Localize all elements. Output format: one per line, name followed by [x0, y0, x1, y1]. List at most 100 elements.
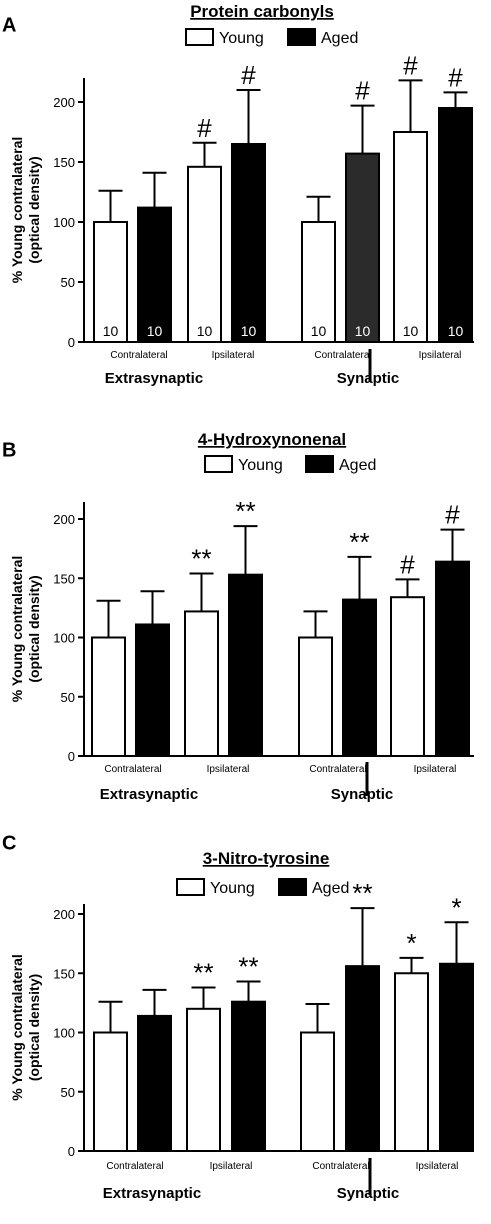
panel-a-ytick-label: 150 — [53, 155, 75, 170]
panel-a-sig-label: # — [355, 76, 370, 106]
panel-c-bar-synaptic-contralateral-young — [300, 1031, 335, 1152]
panel-c-sig-label: ** — [238, 952, 258, 982]
panel-a-title: Protein carbonyls — [190, 2, 334, 21]
panel-b-sig-label: ** — [191, 544, 211, 574]
panel-a-group-label: Synaptic — [337, 370, 400, 387]
panel-c-xtick-label: Ipsilateral — [416, 1161, 459, 1172]
panel-c-sig-label: ** — [193, 957, 213, 987]
panel-b-bar-extrasynaptic-contralateral-aged — [135, 623, 170, 758]
panel-c-xtick-label: Contralateral — [106, 1161, 163, 1172]
panel-a-ytick-label: 200 — [53, 95, 75, 110]
panel-a-ylabel-line2: (optical density) — [26, 156, 42, 263]
panel-a-n-label: 10 — [403, 323, 419, 339]
panel-a-n-label: 10 — [241, 323, 257, 339]
panel-a-n-label: 10 — [197, 323, 213, 339]
panel-c-ytick-label: 100 — [53, 1026, 75, 1041]
panel-a-ylabel-line1: % Young contralateral — [9, 137, 25, 284]
panel-a-legend-aged-swatch — [287, 28, 316, 46]
panel-c-title: 3-Nitro-tyrosine — [203, 849, 330, 868]
panel-c-group-label: Synaptic — [337, 1185, 400, 1202]
panel-c-bar-extrasynaptic-contralateral-aged — [137, 1014, 172, 1152]
panel-b-legend-aged-swatch — [305, 455, 334, 473]
panel-b-bar-synaptic-ipsilateral-young — [390, 596, 425, 758]
panel-c-ylabel-line1: % Young contralateral — [9, 954, 25, 1101]
panel-a-letter: A — [2, 15, 16, 37]
panel-b-bar-synaptic-contralateral-aged — [342, 598, 377, 758]
panel-b-bar-extrasynaptic-contralateral-young — [91, 636, 126, 757]
panel-a-bar-synaptic-contralateral-young — [301, 221, 336, 343]
panel-b-ytick-label: 50 — [61, 690, 75, 705]
panel-b-xtick-label: Contralateral — [309, 764, 366, 775]
panel-c-legend-aged: Aged — [312, 880, 349, 897]
panel-c-bar-synaptic-ipsilateral-young — [394, 972, 429, 1152]
panel-a-bar-synaptic-contralateral-aged — [345, 152, 380, 343]
panel-c-bar-extrasynaptic-ipsilateral-young — [186, 1007, 221, 1152]
panel-b-xtick-label: Ipsilateral — [207, 764, 250, 775]
panel-c-ytick-label: 50 — [61, 1085, 75, 1100]
panel-b-ytick-label: 0 — [68, 749, 75, 764]
panel-c-sig-label: * — [451, 892, 461, 922]
panel-a-legend-young-swatch — [185, 28, 214, 46]
panel-c-bar-extrasynaptic-contralateral-young — [93, 1031, 128, 1152]
panel-a-n-label: 10 — [355, 323, 371, 339]
panel-c-legend-young: Young — [210, 880, 255, 897]
panel-c-legend-aged-swatch — [278, 878, 307, 896]
panel-a-n-label: 10 — [311, 323, 327, 339]
panel-a-bar-extrasynaptic-contralateral-young — [93, 221, 128, 343]
panel-c-bar-extrasynaptic-ipsilateral-aged — [231, 1000, 266, 1152]
panel-c-xtick-label: Ipsilateral — [210, 1161, 253, 1172]
panel-b-bar-synaptic-ipsilateral-aged — [435, 560, 470, 757]
panel-b-sig-label: ** — [235, 496, 255, 526]
panel-b-ytick-label: 200 — [53, 512, 75, 527]
panel-a-xtick-label: Contralateral — [314, 350, 371, 361]
panel-a-legend-young: Young — [219, 30, 264, 47]
panel-c-xtick-label: Contralateral — [312, 1161, 369, 1172]
panel-c-ylabel-line2: (optical density) — [26, 974, 42, 1081]
panel-b-legend-aged: Aged — [339, 457, 376, 474]
panel-a-sig-label: # — [448, 62, 463, 92]
panel-a-bar-extrasynaptic-ipsilateral-young — [187, 165, 222, 343]
panel-a-xtick-label: Ipsilateral — [419, 350, 462, 361]
panel-b-sig-label: # — [400, 549, 415, 579]
panel-a-xtick-label: Ipsilateral — [212, 350, 255, 361]
panel-a-sig-label: # — [197, 113, 212, 143]
panel-a-legend-aged: Aged — [321, 30, 358, 47]
panel-c-group-label: Extrasynaptic — [103, 1185, 201, 1202]
panel-b-group-label: Synaptic — [331, 786, 394, 803]
panel-a-bar-synaptic-ipsilateral-young — [393, 131, 428, 343]
panel-b-letter: B — [2, 440, 16, 462]
panel-a-n-label: 10 — [103, 323, 119, 339]
panel-c-legend-young-swatch — [176, 878, 205, 896]
panel-a-sig-label: # — [241, 60, 256, 90]
panel-a-ytick-label: 50 — [61, 275, 75, 290]
panel-c-ytick-label: 150 — [53, 966, 75, 981]
panel-b-title: 4-Hydroxynonenal — [198, 430, 346, 449]
panel-a-xtick-label: Contralateral — [110, 350, 167, 361]
panel-b-bar-extrasynaptic-ipsilateral-aged — [228, 573, 263, 757]
panel-b-legend-young: Young — [238, 457, 283, 474]
panel-b-ylabel-line2: (optical density) — [26, 575, 42, 682]
panel-b-ytick-label: 150 — [53, 571, 75, 586]
panel-b-ytick-label: 100 — [53, 631, 75, 646]
panel-c-ytick-label: 0 — [68, 1144, 75, 1159]
panel-b-sig-label: # — [445, 500, 460, 530]
panel-c-sig-label: ** — [352, 878, 372, 908]
panel-b-ylabel-line1: % Young contralateral — [9, 556, 25, 703]
panel-a-n-label: 10 — [147, 323, 163, 339]
panel-c-bar-synaptic-ipsilateral-aged — [439, 962, 474, 1153]
panel-b-bar-synaptic-contralateral-young — [298, 636, 333, 757]
panel-a-sig-label: # — [403, 50, 418, 80]
panel-b-xtick-label: Contralateral — [104, 764, 161, 775]
panel-a-group-label: Extrasynaptic — [105, 370, 203, 387]
panel-a-bar-extrasynaptic-ipsilateral-aged — [231, 143, 266, 343]
panel-a-ytick-label: 0 — [68, 335, 75, 350]
panel-b-legend-young-swatch — [204, 455, 233, 473]
panel-c-sig-label: * — [406, 928, 416, 958]
panel-a-bar-extrasynaptic-contralateral-aged — [137, 206, 172, 343]
panel-a-ytick-label: 100 — [53, 215, 75, 230]
panel-a-bar-synaptic-ipsilateral-aged — [438, 107, 473, 343]
panel-b-xtick-label: Ipsilateral — [414, 764, 457, 775]
panel-b-group-label: Extrasynaptic — [100, 786, 198, 803]
panel-b-sig-label: ** — [349, 527, 369, 557]
